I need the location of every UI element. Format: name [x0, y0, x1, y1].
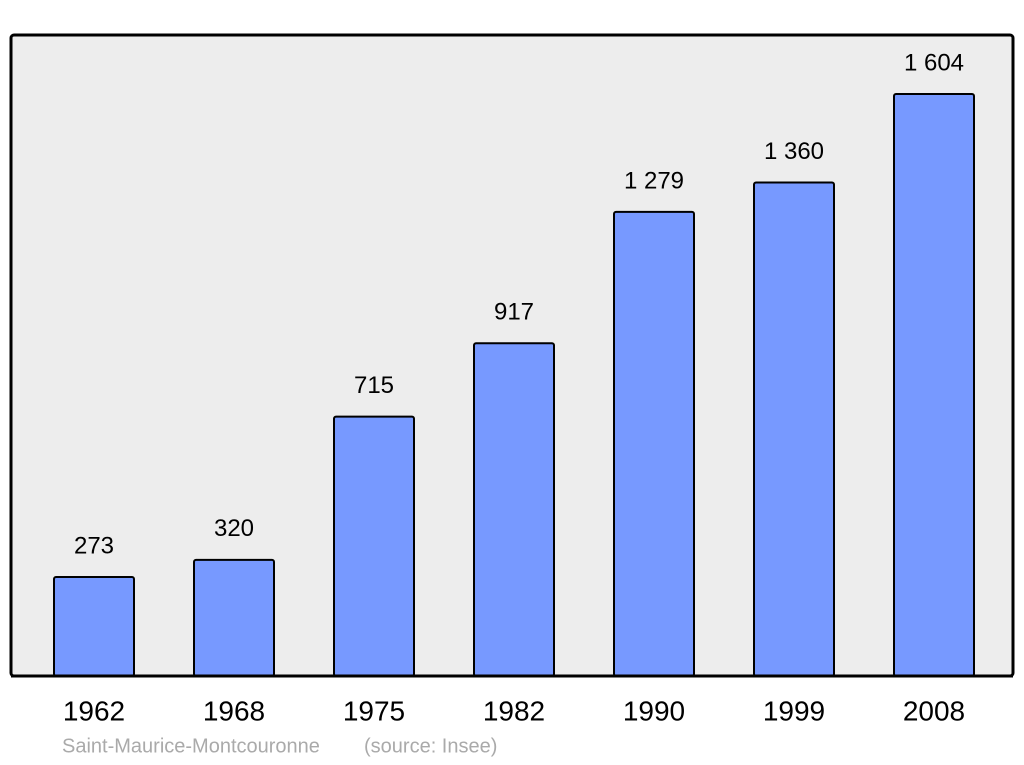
x-tick-label: 1962	[63, 695, 125, 726]
bar	[333, 415, 415, 677]
x-tick-label: 1999	[763, 695, 825, 726]
x-tick-label: 1982	[483, 695, 545, 726]
bar	[753, 181, 835, 677]
value-label: 1 604	[904, 49, 964, 76]
x-tick-label: 1968	[203, 695, 265, 726]
value-label: 320	[214, 515, 254, 542]
caption: Saint-Maurice-Montcouronne	[62, 735, 320, 757]
x-tick-label: 1975	[343, 695, 405, 726]
value-label: 715	[354, 372, 394, 399]
x-tick-label: 2008	[903, 695, 965, 726]
bar	[893, 93, 975, 677]
source: (source: Insee)	[364, 735, 497, 757]
bar	[193, 558, 275, 677]
value-label: 917	[494, 299, 534, 326]
value-label: 1 279	[624, 167, 684, 194]
value-label: 1 360	[764, 138, 824, 165]
bar	[613, 210, 695, 677]
bar	[53, 575, 135, 678]
x-tick-label: 1990	[623, 695, 685, 726]
value-label: 273	[74, 532, 114, 559]
bar	[473, 342, 555, 677]
